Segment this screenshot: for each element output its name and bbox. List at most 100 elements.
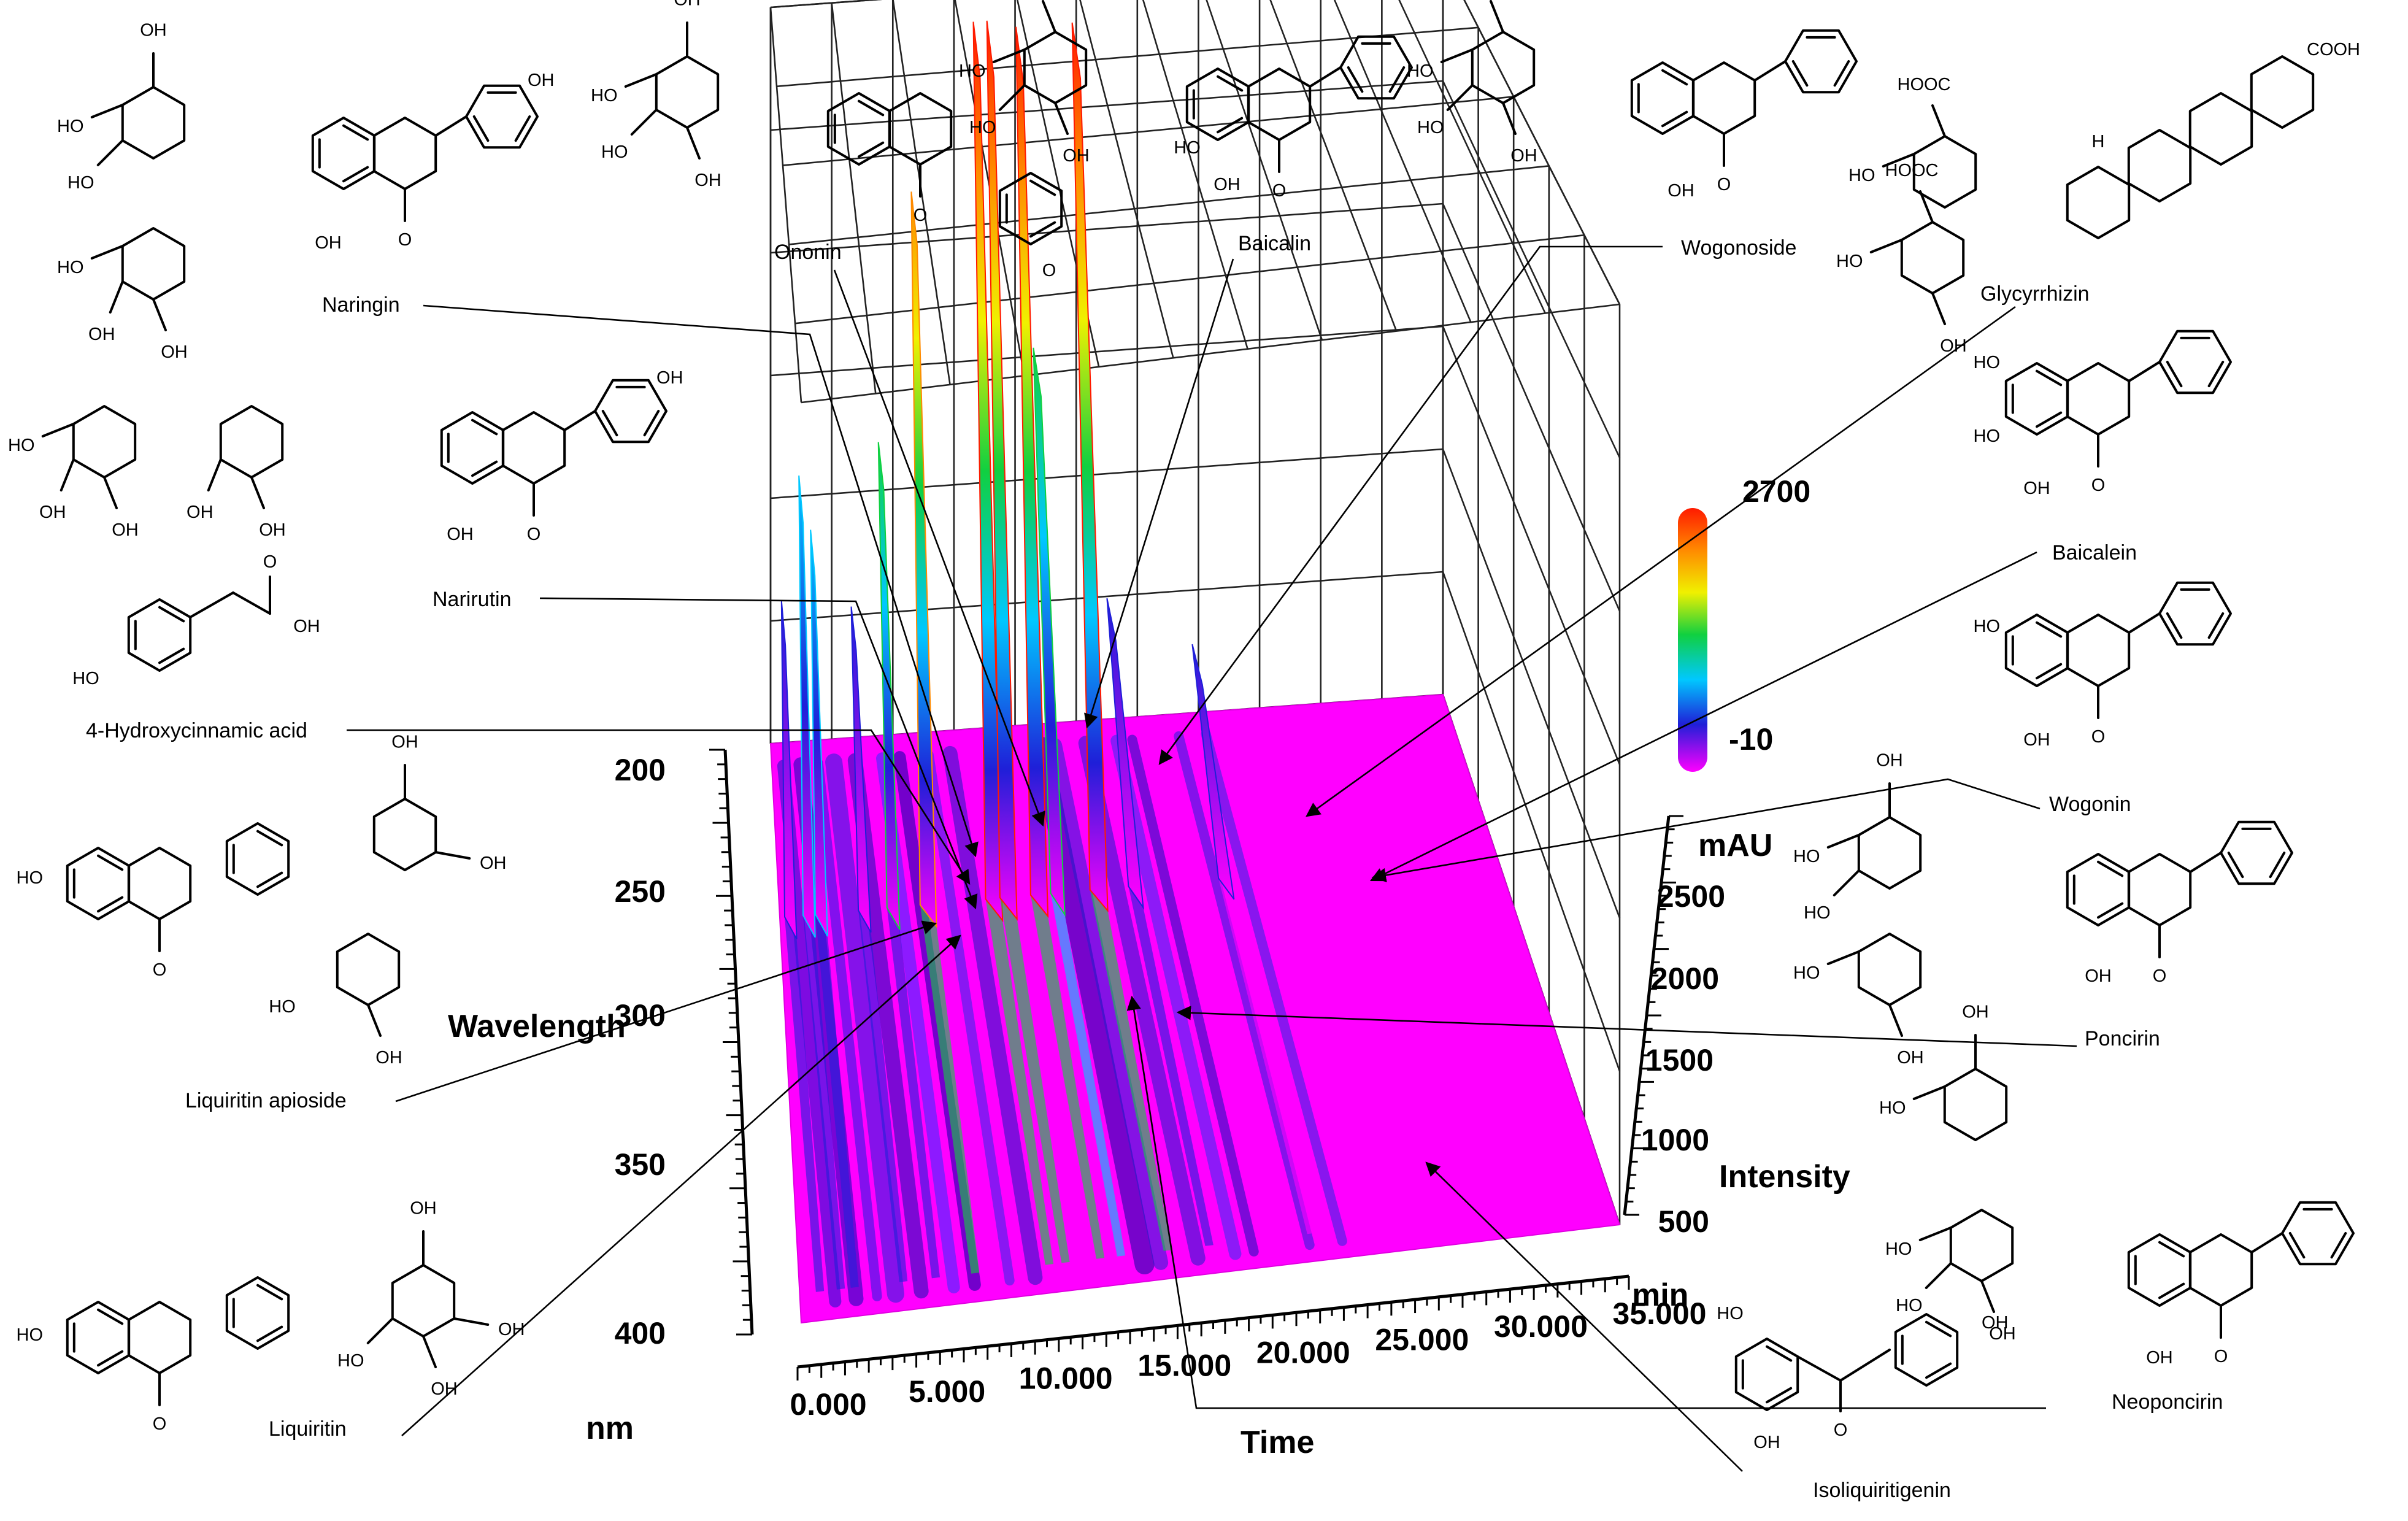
ring-connecting-bond xyxy=(1753,60,1787,82)
atom-label: HO xyxy=(969,118,996,137)
flavonoid-a-ring xyxy=(2004,614,2069,687)
flavonoid-b-ring xyxy=(2220,820,2293,885)
time-tick-label: 5.000 xyxy=(909,1374,985,1409)
substituent-bond xyxy=(1888,1004,1903,1037)
atom-label: OH xyxy=(2085,966,2112,986)
atom-label: OH xyxy=(140,21,167,40)
intensity-tick-label: 2000 xyxy=(1651,961,1719,996)
chromatogram-peak xyxy=(798,476,816,938)
grid-line-back-horizontal xyxy=(770,448,1444,499)
aromatic-double-bond xyxy=(1925,1362,1952,1379)
grid-line-top xyxy=(1398,0,1546,314)
aromatic-double-bond xyxy=(97,854,124,871)
leader-baicalin xyxy=(1084,258,1234,729)
aromatic-double-bond xyxy=(1661,110,1688,128)
atom-label: OH xyxy=(2146,1348,2173,1368)
peak-ridge xyxy=(999,898,1070,1263)
atom-label: O xyxy=(2091,476,2106,495)
substituent-bond xyxy=(96,139,124,166)
leader-isoliquiritigenin xyxy=(1425,1161,1743,1472)
flavonoid-b-ring xyxy=(465,84,539,149)
atom-label: OH xyxy=(391,733,418,752)
atom-label: OH xyxy=(112,520,139,540)
flavonoid-c-ring xyxy=(2066,614,2131,687)
chromatogram-peak xyxy=(1106,598,1144,910)
aromatic-double-bond xyxy=(1029,179,1056,196)
x-axis-title: Time xyxy=(1241,1425,1314,1460)
aromatic-double-bond xyxy=(2207,612,2225,639)
peak-ridge xyxy=(1050,893,1126,1257)
time-tick-label: 15.000 xyxy=(1137,1349,1231,1383)
neoponcirin-glucose-ring xyxy=(1949,1209,2014,1282)
peak-ridge xyxy=(858,910,908,1282)
atom-label: HO xyxy=(57,117,84,136)
atom-label: HO xyxy=(1879,1098,1906,1118)
substituent-bond xyxy=(1833,869,1860,896)
atom-label: O xyxy=(1717,175,1731,194)
atom-label: O xyxy=(398,230,412,250)
aromatic-double-bond xyxy=(471,418,498,436)
atom-label: HO xyxy=(959,61,986,81)
flavonoid-a-ring xyxy=(311,117,376,190)
aromatic-double-bond xyxy=(2288,1232,2306,1259)
substituent-bond xyxy=(1919,190,1934,223)
flavonoid-a-ring xyxy=(66,1301,131,1374)
aromatic-double-bond xyxy=(256,830,283,847)
aromatic-double-bond xyxy=(2227,852,2244,879)
atom-label: HO xyxy=(1974,353,2001,372)
ring-connecting-bond xyxy=(2128,612,2161,634)
substituent-bond xyxy=(90,245,124,260)
atom-label: OH xyxy=(1962,1003,1989,1022)
aromatic-double-bond xyxy=(471,460,498,477)
atom-label: HO xyxy=(1848,166,1875,185)
substituent-bond xyxy=(60,458,75,491)
neoponcirin-rhamnose-ring xyxy=(1943,1068,2008,1141)
chromatogram-peak xyxy=(986,20,1018,921)
chromatogram-peak xyxy=(780,601,798,940)
aromatic-double-bond xyxy=(2097,902,2124,919)
label-4-hydroxycinnamic-acid: 4-Hydroxycinnamic acid xyxy=(86,719,307,742)
grid-line-top-depth xyxy=(794,234,1585,325)
atom-label: O xyxy=(153,960,167,980)
peak-ridge xyxy=(803,915,845,1290)
flavonoid-a-ring xyxy=(826,92,891,166)
atom-label: HO xyxy=(72,669,99,688)
grid-line-back-horizontal xyxy=(770,80,1444,131)
grid-line-top-depth xyxy=(782,96,1514,166)
leader-wogonoside xyxy=(1158,245,1663,765)
peak-ridge xyxy=(785,917,825,1292)
grid-line-back-horizontal xyxy=(770,325,1444,377)
narirutin-glucose-ring xyxy=(219,405,284,479)
atom-label: OH xyxy=(187,503,213,522)
aromatic-double-bond xyxy=(2097,860,2124,877)
atom-label: HO xyxy=(601,142,628,162)
substituent-bond xyxy=(1980,1280,1995,1313)
atom-label: O xyxy=(1272,181,1287,201)
flavonoid-c-ring xyxy=(372,117,437,190)
chromatogram-peak xyxy=(972,21,1004,923)
wogonoside-glucuronide-ring xyxy=(1471,31,1536,104)
atom-label: OH xyxy=(410,1199,437,1219)
substituent-bond xyxy=(152,298,167,331)
atom-label: O xyxy=(263,552,277,572)
grid-line-top xyxy=(1079,0,1174,358)
grid-line-top-depth xyxy=(801,303,1620,404)
liquiritin-apioside-glucose-ring xyxy=(372,798,437,871)
atom-label: OH xyxy=(1510,146,1537,166)
color-scale-bar xyxy=(1678,508,1707,772)
atom-label: OH xyxy=(1897,1048,1924,1068)
atom-label: O xyxy=(2214,1347,2228,1366)
substituent-bond xyxy=(366,1317,394,1344)
chalcone-bond xyxy=(1796,1355,1842,1382)
substituent-bond xyxy=(1869,239,1903,253)
atom-label: OH xyxy=(293,617,320,636)
aromatic-double-bond xyxy=(601,410,618,437)
label-wogonin: Wogonin xyxy=(2049,793,2131,816)
intensity-tick-label: 500 xyxy=(1658,1204,1709,1239)
substituent-bond xyxy=(1826,834,1860,849)
plot-axes: 0.000 5.000 10.000 15.000 20.000 25.000 30.000… xyxy=(615,749,1725,1422)
aromatic-double-bond xyxy=(2166,361,2183,388)
atom-label: HO xyxy=(8,436,35,455)
aromatic-double-bond xyxy=(158,606,185,623)
time-tick-label: 35.000 xyxy=(1613,1296,1707,1331)
